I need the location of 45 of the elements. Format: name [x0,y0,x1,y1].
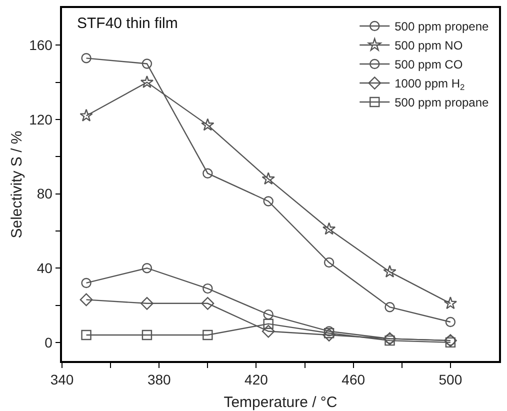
legend-label: 500 ppm propene [394,20,490,34]
point [80,108,93,122]
point [142,58,152,69]
point [142,330,152,340]
y-tick-label: 0 [44,334,53,350]
point [201,118,214,131]
point [322,328,336,342]
point [263,318,274,329]
y-tick-label: 160 [29,37,53,54]
point [445,316,456,328]
y-tick-label: 80 [36,186,53,202]
point [201,296,214,310]
x-tick-label: 420 [244,372,268,388]
point [140,296,154,310]
point [383,264,396,278]
point [81,330,92,340]
y-tick-label: 120 [29,111,53,128]
x-tick-label: 340 [50,372,74,388]
point [384,302,395,312]
point [262,324,275,338]
point [202,283,213,294]
point [324,257,334,268]
point [322,222,336,235]
text: STF40 thin film [77,15,178,32]
x-tick-label: 500 [438,372,462,388]
point [263,309,274,320]
point [142,263,152,274]
legend-label: 500 ppm CO [394,58,463,72]
x-tick-label: 460 [342,372,366,388]
point [444,296,458,310]
y-tick-label: 40 [36,260,53,276]
x-axis-title: Temperature / °C [224,394,338,411]
x-tick-label: 380 [147,372,172,388]
point [262,172,275,185]
point [202,330,213,340]
legend-label: 1000 ppm H$_{2}$ [394,76,466,92]
point [81,278,92,288]
y-axis-title: Selectivity S / % [8,130,26,238]
point [81,53,92,64]
point [263,196,274,206]
point [140,75,154,88]
point [80,293,93,306]
legend-label: 500 ppm NO [394,38,463,53]
legend-label: 500 ppm propane [394,96,490,110]
point [202,168,213,178]
